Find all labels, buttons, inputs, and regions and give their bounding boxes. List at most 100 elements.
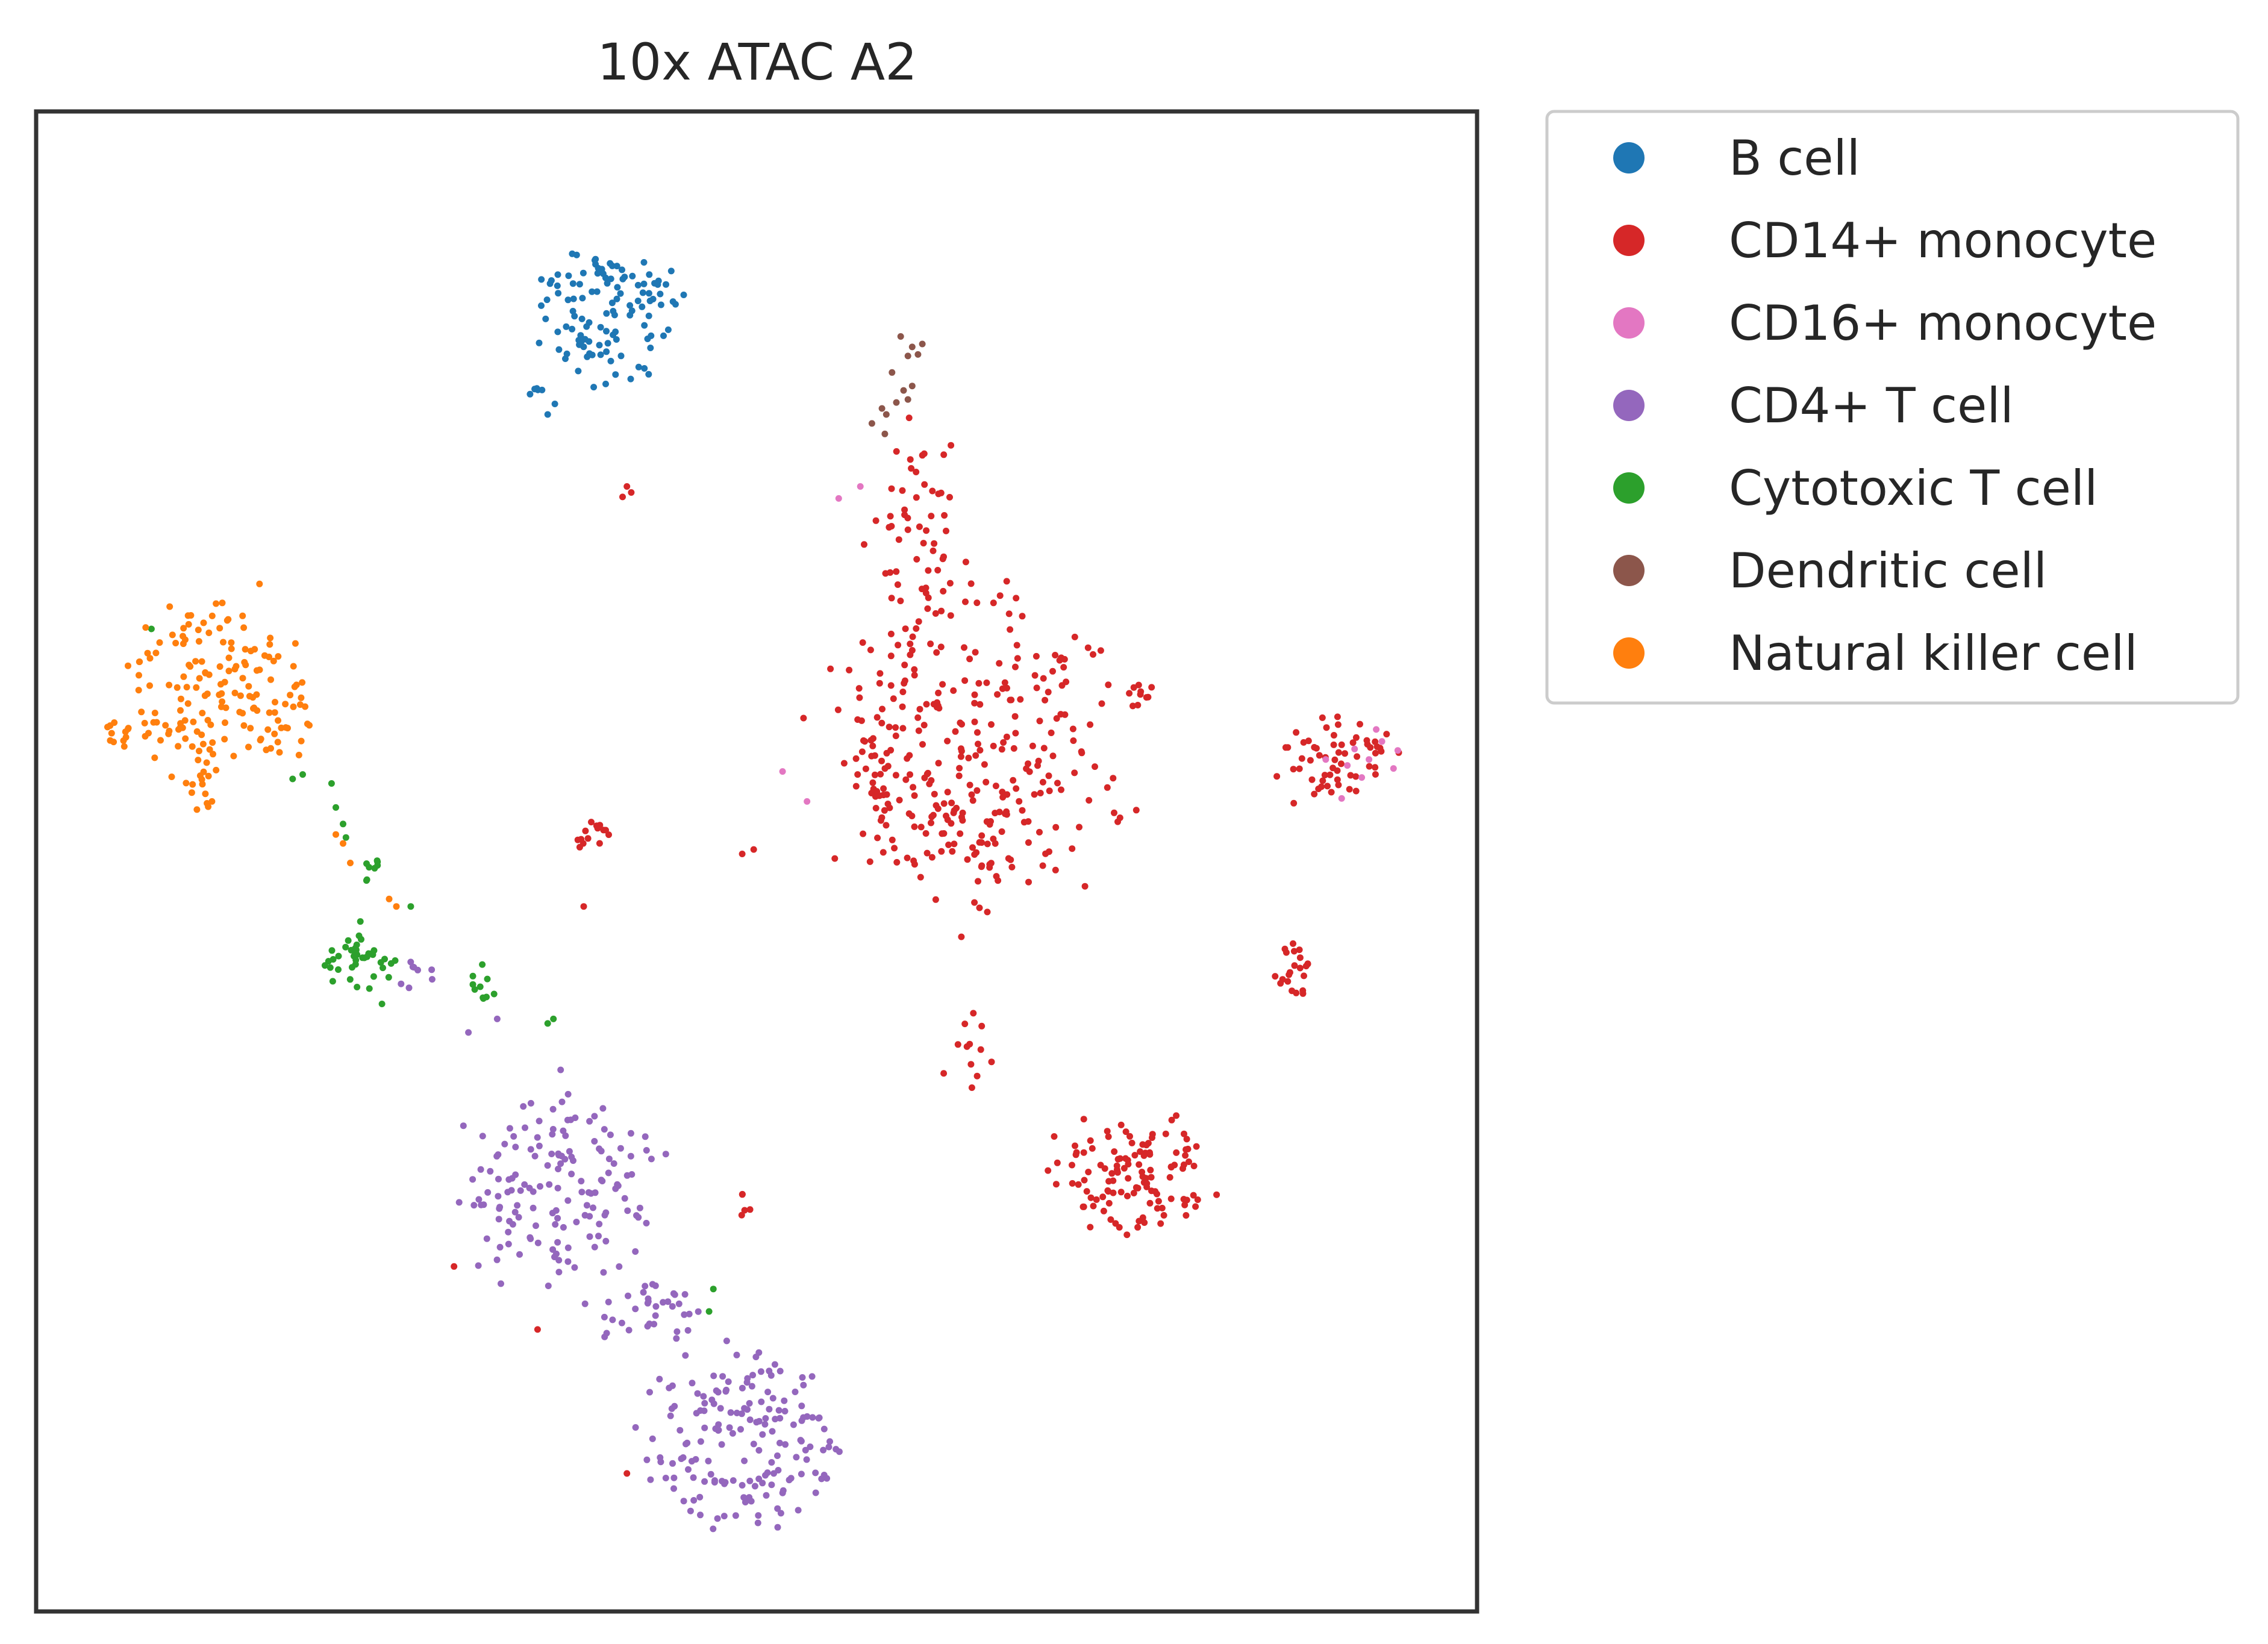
data-point xyxy=(342,834,349,841)
data-point xyxy=(779,1489,786,1496)
data-point xyxy=(908,813,916,819)
data-point xyxy=(694,1390,701,1397)
data-point xyxy=(1284,978,1292,985)
data-point xyxy=(569,325,576,333)
plot-frame xyxy=(34,109,1479,1614)
data-point xyxy=(738,1211,745,1219)
data-point xyxy=(352,949,360,957)
data-point xyxy=(393,903,400,910)
data-point xyxy=(1003,578,1010,585)
legend-marker-cytotoxic-t-cell xyxy=(1613,472,1645,504)
data-point xyxy=(935,760,942,767)
data-point xyxy=(759,1431,766,1438)
data-point xyxy=(568,1154,575,1160)
data-point xyxy=(549,1131,556,1138)
data-point xyxy=(1080,1149,1087,1156)
data-point xyxy=(1034,762,1041,769)
data-point xyxy=(148,625,155,633)
data-point xyxy=(602,380,609,387)
data-point xyxy=(544,1162,551,1169)
data-point xyxy=(569,308,576,314)
data-point xyxy=(617,290,624,297)
data-point xyxy=(1001,679,1008,686)
data-point xyxy=(1025,878,1032,886)
data-point xyxy=(928,819,934,827)
data-point xyxy=(1167,1164,1175,1170)
data-point xyxy=(1049,667,1056,675)
data-point xyxy=(956,764,963,772)
data-point xyxy=(1002,810,1008,817)
data-point xyxy=(1069,1180,1076,1187)
data-point xyxy=(576,843,583,851)
data-point xyxy=(602,1209,610,1216)
data-point xyxy=(852,755,860,762)
data-point xyxy=(1273,773,1281,780)
data-point xyxy=(196,675,203,682)
data-point xyxy=(592,1189,599,1196)
data-point xyxy=(681,1311,688,1318)
data-point xyxy=(239,612,246,619)
data-point xyxy=(1372,738,1379,745)
data-point xyxy=(696,1493,704,1501)
data-point xyxy=(225,654,233,661)
data-point xyxy=(1316,752,1323,759)
data-point xyxy=(267,745,274,752)
data-point xyxy=(1010,745,1017,752)
data-point xyxy=(958,720,965,728)
data-point xyxy=(923,701,930,708)
data-point xyxy=(1334,721,1342,728)
data-point xyxy=(104,724,111,731)
data-point xyxy=(755,1447,763,1454)
data-point xyxy=(656,1375,663,1383)
data-point xyxy=(990,599,997,607)
data-point xyxy=(199,710,206,717)
data-point xyxy=(1134,1224,1142,1231)
data-point xyxy=(475,1196,483,1203)
data-point xyxy=(1048,730,1055,736)
data-point xyxy=(580,903,587,910)
data-point xyxy=(218,690,225,697)
data-point xyxy=(328,780,335,787)
data-point xyxy=(208,612,216,619)
data-point xyxy=(613,336,620,343)
data-point xyxy=(881,430,889,437)
data-point xyxy=(1003,733,1010,740)
data-point xyxy=(959,809,966,816)
data-point xyxy=(776,1439,783,1446)
data-point xyxy=(142,733,149,740)
data-point xyxy=(1281,945,1289,952)
data-point xyxy=(363,860,370,867)
data-point xyxy=(669,1303,676,1310)
data-point xyxy=(564,1197,572,1204)
data-point xyxy=(867,646,874,654)
data-point xyxy=(866,858,873,865)
data-point xyxy=(578,338,585,345)
data-point xyxy=(746,1206,754,1213)
data-point xyxy=(1052,866,1059,874)
data-point xyxy=(660,1299,667,1306)
data-point xyxy=(586,319,593,326)
data-point xyxy=(477,1166,484,1173)
data-point xyxy=(879,849,887,856)
data-point xyxy=(708,1396,716,1404)
data-point xyxy=(751,1483,758,1490)
data-point xyxy=(905,414,913,422)
data-point xyxy=(1293,729,1300,736)
data-point xyxy=(530,1204,537,1211)
data-point xyxy=(1070,737,1077,744)
data-point xyxy=(758,1398,765,1405)
series-cd4-t-cell xyxy=(398,958,843,1533)
data-point xyxy=(646,1389,653,1396)
data-point xyxy=(1122,1128,1129,1136)
data-point xyxy=(949,848,956,855)
data-point xyxy=(1075,1181,1082,1188)
data-point xyxy=(1378,738,1385,745)
data-point xyxy=(595,264,602,272)
data-point xyxy=(1331,756,1339,763)
data-point xyxy=(858,748,866,755)
data-point xyxy=(1302,963,1310,970)
data-point xyxy=(934,567,942,574)
data-point xyxy=(289,775,296,783)
data-point xyxy=(152,649,160,657)
data-point xyxy=(993,873,1000,880)
